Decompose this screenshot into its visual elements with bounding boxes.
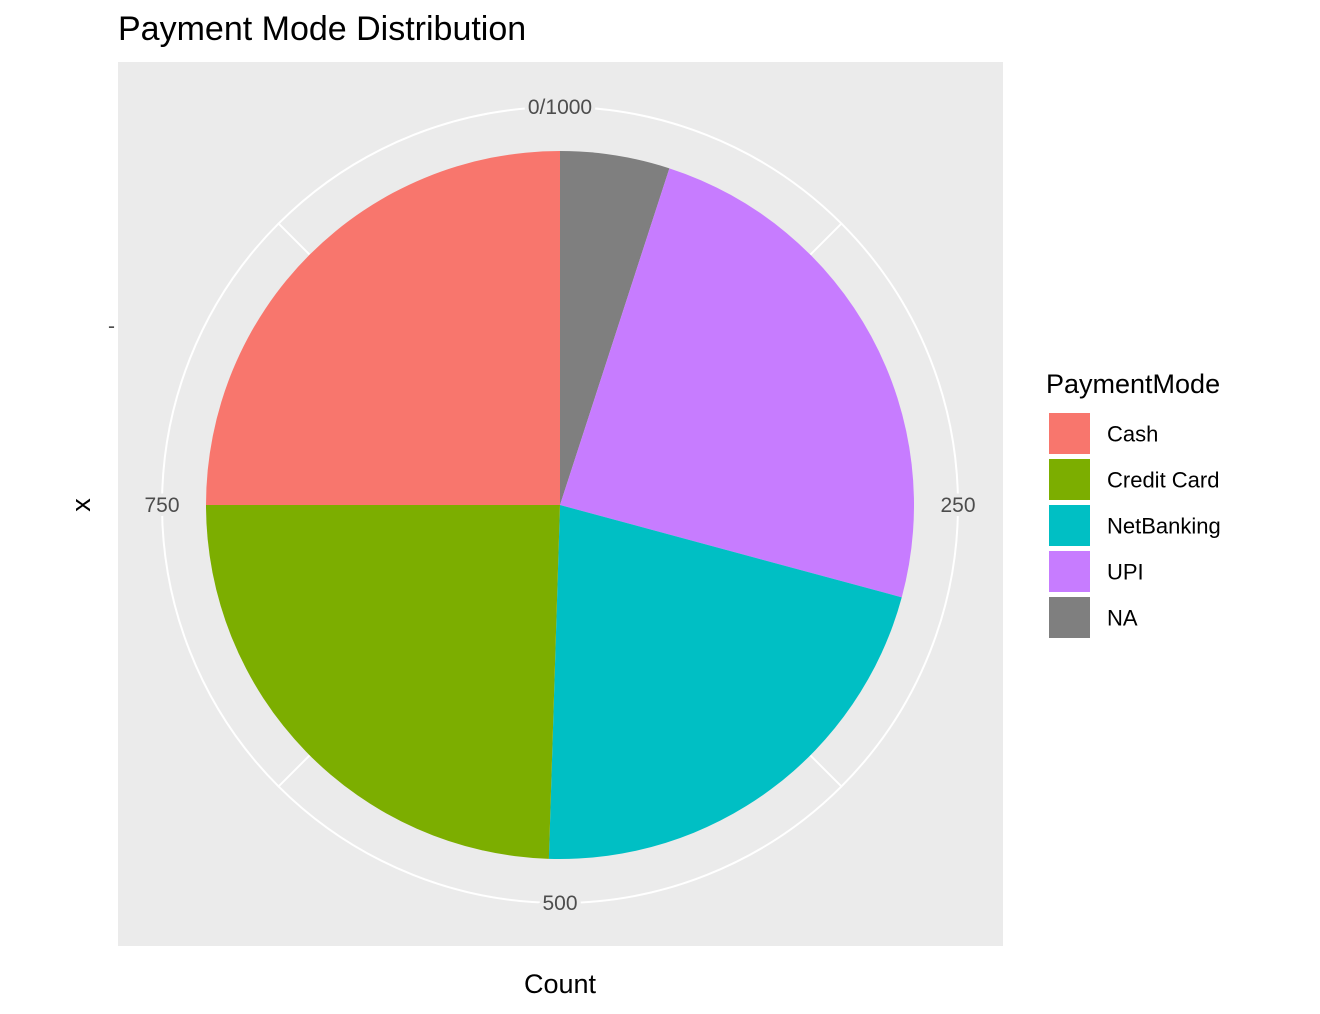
grid-layer bbox=[161, 106, 959, 904]
legend-label-credit-card: Credit Card bbox=[1107, 468, 1219, 493]
legend-key-upi bbox=[1047, 549, 1092, 594]
chart-title: Payment Mode Distribution bbox=[118, 10, 526, 48]
legend-label-netbanking: NetBanking bbox=[1107, 514, 1221, 539]
angle-tick-label-500: 500 bbox=[542, 892, 577, 915]
x-axis-title: Count bbox=[524, 969, 597, 999]
pie-slices bbox=[206, 151, 914, 859]
angle-tick-labels: 0/1000 250 500 750 bbox=[140, 92, 979, 919]
pie-slice-credit-card bbox=[206, 505, 560, 859]
legend-title: PaymentMode bbox=[1046, 369, 1220, 399]
grid-circle bbox=[161, 106, 959, 904]
grid-spoke-375 bbox=[809, 754, 843, 788]
y-axis-title: x bbox=[66, 498, 96, 512]
legend-label-upi: UPI bbox=[1107, 560, 1144, 585]
pie-slice-upi bbox=[560, 168, 914, 598]
legend-key-credit-card bbox=[1047, 457, 1092, 502]
grid-spoke-125 bbox=[809, 222, 843, 256]
grid-spoke-875 bbox=[277, 222, 311, 256]
angle-tick-label-0: 0/1000 bbox=[528, 96, 592, 119]
legend-key-cash bbox=[1047, 411, 1092, 456]
legend-key-na bbox=[1047, 595, 1092, 640]
angle-tick-label-750: 750 bbox=[144, 494, 179, 517]
legend: Cash Credit Card NetBanking UPI NA bbox=[1047, 411, 1221, 640]
angle-tick-label-250: 250 bbox=[940, 494, 975, 517]
pie-slice-netbanking bbox=[548, 505, 902, 859]
legend-key-netbanking bbox=[1047, 503, 1092, 548]
grid-spoke-625 bbox=[277, 754, 311, 788]
pie-slice-cash bbox=[206, 151, 560, 505]
legend-label-na: NA bbox=[1107, 606, 1138, 631]
legend-label-cash: Cash bbox=[1107, 422, 1158, 447]
pie-slice-na bbox=[560, 151, 670, 505]
y-axis-tick-label: - bbox=[108, 315, 115, 338]
